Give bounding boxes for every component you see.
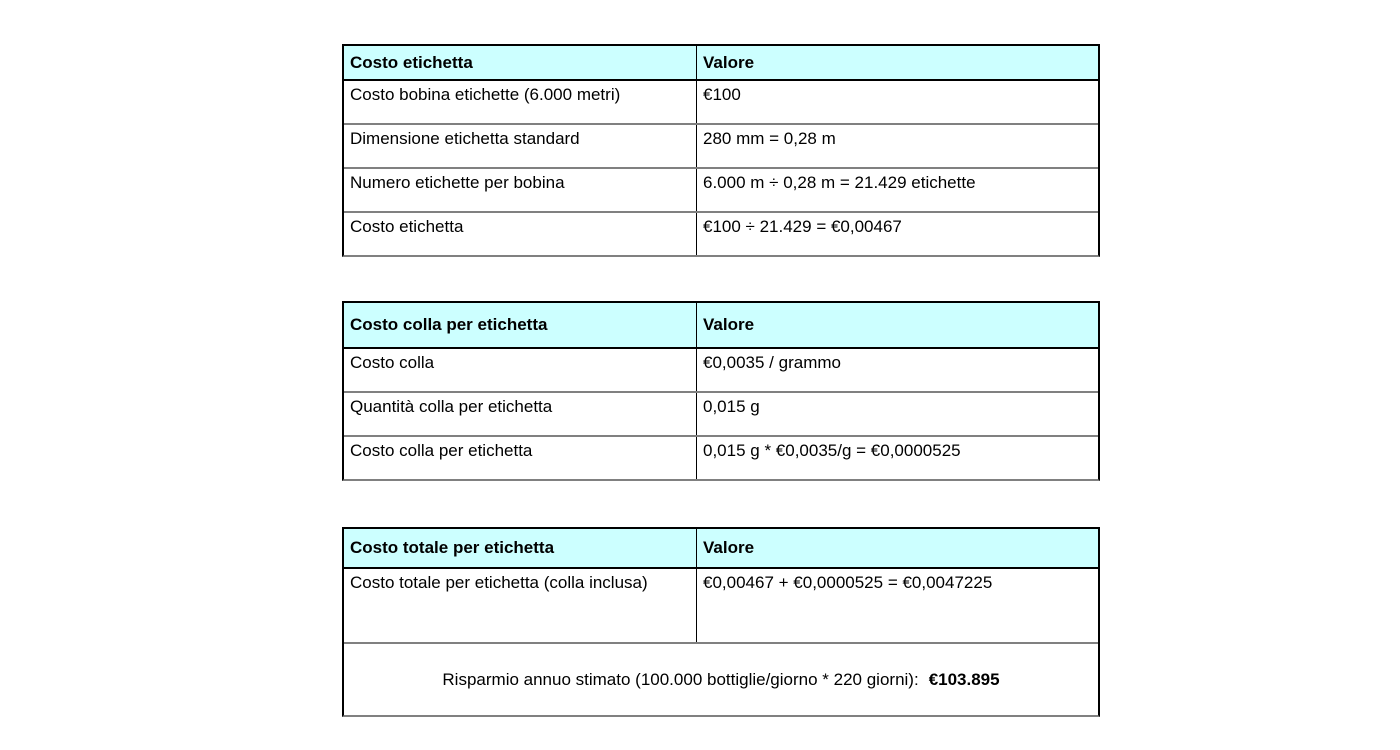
header-cell-label: Costo colla per etichetta [344, 303, 697, 347]
table-row: Costo colla €0,0035 / grammo [344, 347, 1098, 391]
row-label: Costo colla [344, 349, 697, 391]
row-label: Costo etichetta [344, 213, 697, 255]
table-row: Costo colla per etichetta 0,015 g * €0,0… [344, 435, 1098, 479]
table-costo-totale: Costo totale per etichetta Valore Costo … [342, 527, 1100, 717]
row-label: Dimensione etichetta standard [344, 125, 697, 167]
row-value: €100 [703, 85, 741, 104]
row-label: Costo colla per etichetta [344, 437, 697, 479]
header-cell-valore: Valore [703, 52, 755, 72]
row-value: 0,015 g * €0,0035/g = €0,0000525 [703, 441, 961, 460]
header-cell-valore: Valore [703, 315, 755, 334]
header-cell-label: Costo etichetta [344, 46, 697, 79]
annual-savings-amount: €103.895 [928, 669, 1000, 689]
header-cell-label: Costo totale per etichetta [344, 529, 697, 567]
row-value: €0,0035 / grammo [703, 353, 841, 372]
row-label: Costo bobina etichette (6.000 metri) [344, 81, 697, 123]
table-costo-colla: Costo colla per etichetta Valore Costo c… [342, 301, 1100, 481]
table-header-row: Costo totale per etichetta Valore [344, 529, 1098, 567]
row-label: Numero etichette per bobina [344, 169, 697, 211]
table-costo-etichetta: Costo etichetta Valore Costo bobina etic… [342, 44, 1100, 257]
row-label: Costo totale per etichetta (colla inclus… [344, 569, 697, 642]
annual-savings-row: Risparmio annuo stimato (100.000 bottigl… [344, 642, 1098, 715]
row-value: €0,00467 + €0,0000525 = €0,0047225 [703, 573, 993, 592]
row-value: €100 ÷ 21.429 = €0,00467 [703, 217, 902, 236]
annual-savings-text: Risparmio annuo stimato (100.000 bottigl… [442, 669, 919, 689]
table-header-row: Costo colla per etichetta Valore [344, 303, 1098, 347]
row-value: 280 mm = 0,28 m [703, 129, 836, 148]
table-row: Costo bobina etichette (6.000 metri) €10… [344, 79, 1098, 123]
row-label: Quantità colla per etichetta [344, 393, 697, 435]
header-cell-valore: Valore [703, 538, 755, 557]
table-header-row: Costo etichetta Valore [344, 46, 1098, 79]
row-value: 6.000 m ÷ 0,28 m = 21.429 etichette [703, 173, 976, 192]
table-row: Numero etichette per bobina 6.000 m ÷ 0,… [344, 167, 1098, 211]
table-row: Costo totale per etichetta (colla inclus… [344, 567, 1098, 642]
table-row: Dimensione etichetta standard 280 mm = 0… [344, 123, 1098, 167]
row-value: 0,015 g [703, 397, 760, 416]
table-row: Costo etichetta €100 ÷ 21.429 = €0,00467 [344, 211, 1098, 255]
table-row: Quantità colla per etichetta 0,015 g [344, 391, 1098, 435]
